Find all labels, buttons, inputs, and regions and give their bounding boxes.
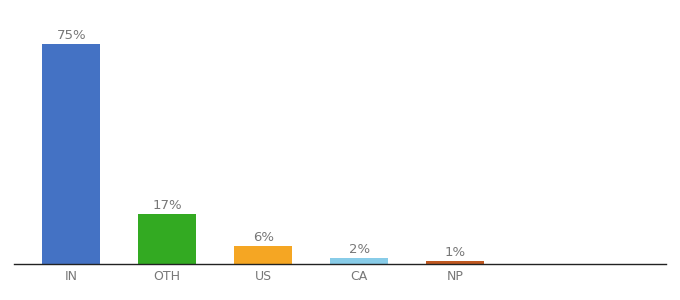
Text: 1%: 1% bbox=[445, 246, 466, 259]
Bar bbox=[330, 258, 388, 264]
Bar bbox=[426, 261, 484, 264]
Text: 2%: 2% bbox=[349, 243, 370, 256]
Bar bbox=[235, 246, 292, 264]
Bar bbox=[139, 214, 196, 264]
Bar bbox=[42, 44, 100, 264]
Text: 6%: 6% bbox=[253, 231, 273, 244]
Text: 75%: 75% bbox=[56, 29, 86, 42]
Text: 17%: 17% bbox=[152, 199, 182, 212]
